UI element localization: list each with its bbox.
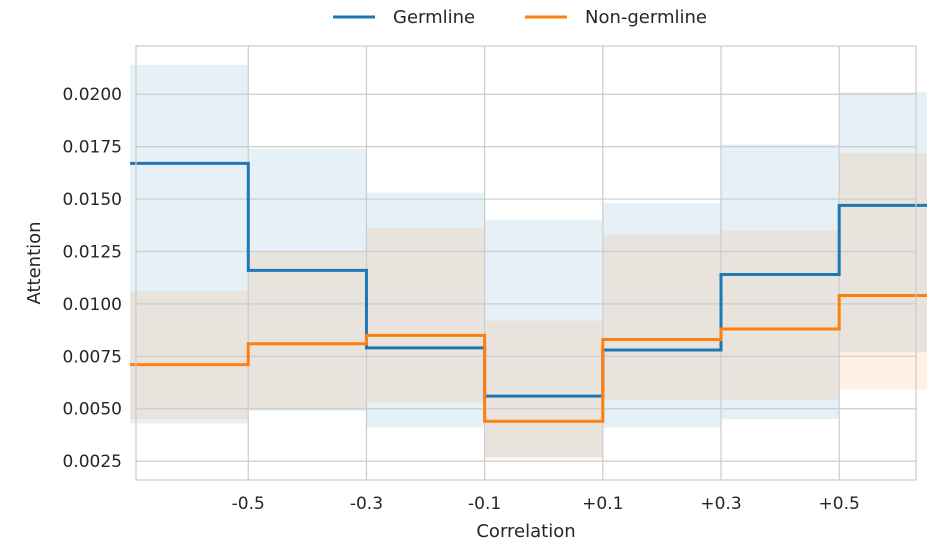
y-tick-label: 0.0125 [63,242,122,262]
y-tick-label: 0.0200 [63,85,122,105]
confidence-band-germline [484,220,603,457]
confidence-band-non-germline [721,230,840,401]
y-tick-label: 0.0075 [63,347,122,367]
legend-label: Germline [393,7,475,28]
x-axis-label: Correlation [476,521,575,542]
confidence-band-germline [248,148,367,411]
y-axis-label: Attention [24,221,45,304]
x-tick-label: -0.1 [468,494,501,514]
legend: Germline Non-germline [333,7,707,28]
x-tick-label: +0.1 [582,494,623,514]
y-tick-label: 0.0150 [63,190,122,210]
confidence-band-non-germline [130,291,249,420]
confidence-band-non-germline [602,234,721,401]
plot-frame [135,45,917,481]
confidence-band-germline [602,203,721,428]
y-tick-label: 0.0025 [63,452,122,472]
x-tick-label: -0.3 [350,494,383,514]
y-tick-label: 0.0100 [63,295,122,315]
confidence-band-germline [721,144,840,420]
y-tick-label: 0.0050 [63,400,122,420]
series-line-germline [130,161,927,398]
confidence-band-germline [839,92,927,353]
legend-label: Non-germline [585,7,707,28]
confidence-band-non-germline [366,228,485,403]
x-tick-label: +0.5 [819,494,860,514]
confidence-band-non-germline [248,251,367,409]
confidence-band-germline [366,192,485,428]
x-axis-ticks: -0.5 -0.3 -0.1 +0.1 +0.3 +0.5 [232,494,860,514]
y-axis-ticks: 0.0025 0.0050 0.0075 0.0100 0.0125 0.0150 0.01… [63,85,122,472]
series-line-non-germline [130,293,927,423]
y-tick-label: 0.0175 [63,138,122,158]
series-lines [130,161,927,423]
x-tick-label: -0.5 [232,494,265,514]
x-tick-label: +0.3 [700,494,741,514]
confidence-bands [130,64,927,460]
confidence-band-non-germline [484,320,603,460]
confidence-band-non-germline [839,152,927,390]
